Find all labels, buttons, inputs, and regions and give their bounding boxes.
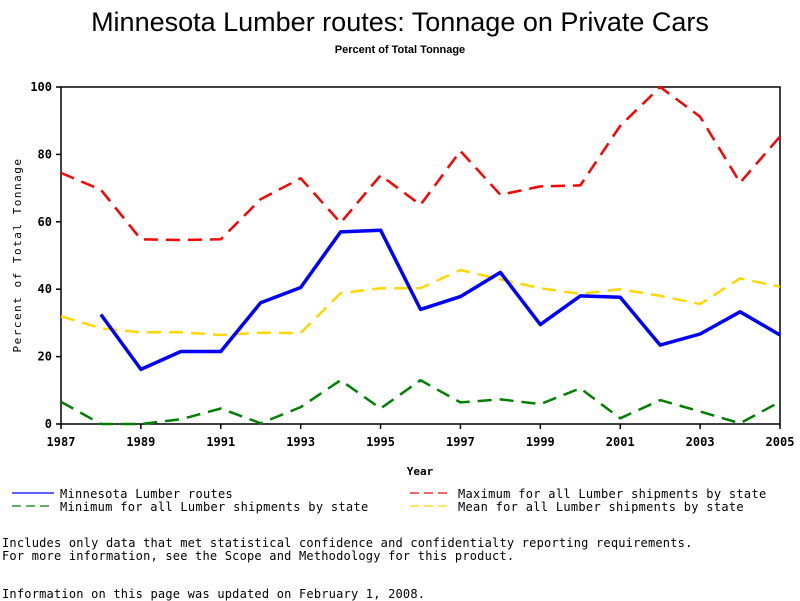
y-tick-label: 20 <box>38 350 52 364</box>
legend-label: Mean for all Lumber shipments by state <box>458 500 744 514</box>
y-tick-label: 80 <box>38 147 52 161</box>
x-tick-label: 1999 <box>526 435 555 449</box>
series-line <box>61 87 780 240</box>
series-2 <box>61 380 780 424</box>
legend-label: Maximum for all Lumber shipments by stat… <box>458 487 767 501</box>
x-tick-label: 1991 <box>206 435 235 449</box>
y-axis-label: Percent of Total Tonnage <box>11 158 24 353</box>
y-tick-label: 40 <box>38 282 52 296</box>
x-axis-label: Year <box>407 465 434 478</box>
x-tick-label: 2001 <box>606 435 635 449</box>
footnote-line-1: Includes only data that met statistical … <box>2 536 693 550</box>
x-tick-label: 1989 <box>126 435 155 449</box>
x-tick-label: 1987 <box>47 435 76 449</box>
chart: Minnesota Lumber routes: Tonnage on Priv… <box>0 0 800 530</box>
legend-label: Minimum for all Lumber shipments by stat… <box>60 500 369 514</box>
series-line <box>61 270 780 335</box>
series-line <box>61 380 780 424</box>
legend-item: Minimum for all Lumber shipments by stat… <box>12 500 369 514</box>
chart-title: Minnesota Lumber routes: Tonnage on Priv… <box>91 7 709 37</box>
y-tick-label: 100 <box>30 80 52 94</box>
y-tick-label: 60 <box>38 215 52 229</box>
x-tick-label: 1997 <box>446 435 475 449</box>
y-tick-label: 0 <box>45 417 52 431</box>
x-tick-label: 2003 <box>686 435 715 449</box>
plot-frame <box>61 87 780 424</box>
chart-subtitle: Percent of Total Tonnage <box>335 44 465 56</box>
series-1 <box>61 87 780 240</box>
legend-label: Minnesota Lumber routes <box>60 487 233 501</box>
series-3 <box>61 270 780 335</box>
x-tick-label: 1993 <box>286 435 315 449</box>
legend-item: Mean for all Lumber shipments by state <box>410 500 744 514</box>
x-tick-label: 2005 <box>766 435 795 449</box>
update-notice: Information on this page was updated on … <box>2 587 425 601</box>
legend-item: Minnesota Lumber routes <box>12 487 233 501</box>
series-layer <box>61 87 780 424</box>
legend-item: Maximum for all Lumber shipments by stat… <box>410 487 767 501</box>
x-tick-label: 1995 <box>366 435 395 449</box>
footnote-line-2: For more information, see the Scope and … <box>2 549 514 563</box>
axes: 0 20 40 60 80 100 1987 1989 1991 1993 1995 1997 1999… <box>30 80 794 449</box>
